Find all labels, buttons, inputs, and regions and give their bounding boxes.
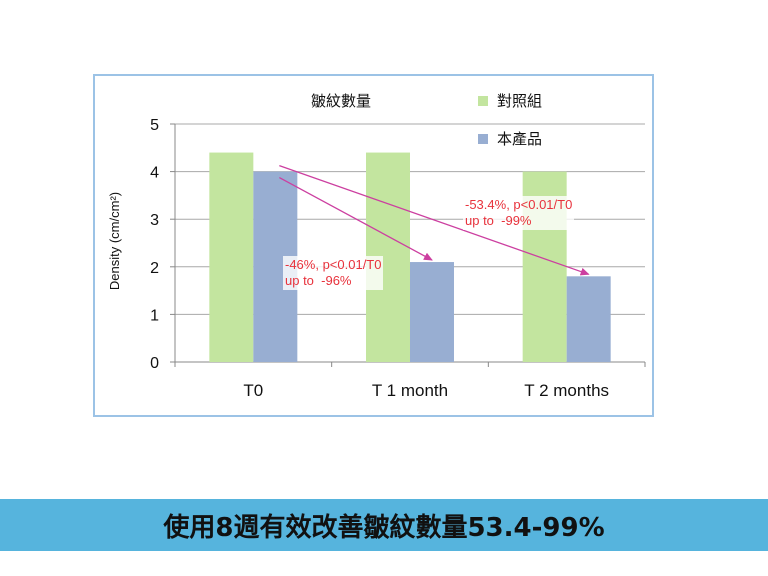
banner-text: 使用8週有效改善皺紋數量53.4-99% [163,512,605,543]
annotation-t2: -53.4%, p<0.01/T0 up to -99% [463,196,575,230]
annotation-arrow [279,177,433,261]
bar-product [410,262,454,362]
x-tick-label: T 1 month [372,381,448,400]
tick-layer: 0 1 2 3 4 5 T0 T 1 month T 2 months [150,117,609,400]
y-tick-label: 3 [150,212,159,229]
bar-control [209,152,254,362]
y-tick-label: 5 [150,117,159,134]
legend-label: 本產品 [497,130,542,148]
chart-frame: 皺紋數量 Density (cm/cm²) 0 1 2 3 4 5 T0 T 1 month T… [93,74,654,417]
y-tick-label: 4 [150,165,159,182]
legend-swatch [478,134,488,144]
legend-label: 對照組 [497,92,542,110]
bar-chart: 皺紋數量 Density (cm/cm²) 0 1 2 3 4 5 T0 T 1 month T… [107,92,646,400]
y-tick-label: 2 [150,260,159,277]
legend-swatch [478,96,488,106]
y-tick-label: 1 [150,307,159,324]
y-axis-label: Density (cm/cm²) [107,192,122,290]
x-tick-label: T 2 months [524,381,609,400]
arrow-layer [279,164,590,276]
chart-title: 皺紋數量 [311,92,371,110]
x-tick-label: T0 [243,381,263,400]
bar-layer [209,152,611,362]
annotation-arrow [279,164,590,276]
bar-product [566,276,611,362]
summary-banner: 使用8週有效改善皺紋數量53.4-99% [0,499,768,551]
annotation-t1: -46%, p<0.01/T0 up to -96% [283,256,384,290]
y-tick-label: 0 [150,355,159,372]
